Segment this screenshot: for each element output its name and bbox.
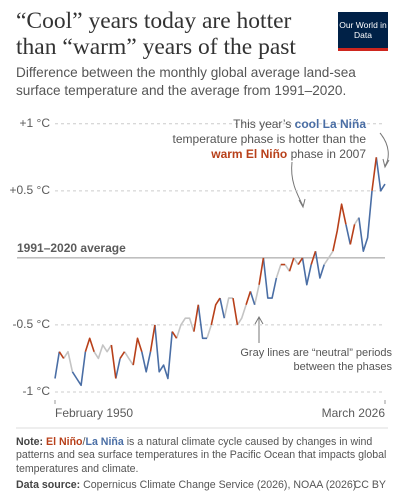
note-label: Note:	[16, 436, 44, 448]
chart-title: “Cool” years today are hotter than “warm…	[16, 8, 296, 60]
logo[interactable]: Our World in Data	[338, 12, 388, 51]
annotation-highlight: warm El Niño	[211, 147, 288, 161]
y-tick-label: -1 °C	[23, 384, 51, 398]
annotation: Gray lines are “neutral” periods between…	[240, 347, 392, 373]
note-text: is a natural climate cycle caused by cha…	[16, 436, 387, 475]
source-label: Data source:	[16, 479, 81, 491]
note-separator: /	[82, 436, 86, 448]
y-tick-label: +1 °C	[20, 116, 51, 130]
arrowhead	[254, 315, 264, 325]
annotation-text: temperature phase is hotter than the	[172, 132, 366, 146]
x-tick-label: March 2026	[322, 406, 386, 420]
source-text: Copernicus Climate Change Service (2026)…	[83, 479, 357, 491]
y-tick-label: +0.5 °C	[10, 183, 51, 197]
arrowhead	[298, 198, 306, 209]
legend-entry: El Niño	[46, 436, 83, 448]
x-tick-label: February 1950	[55, 406, 133, 420]
license[interactable]: CC BY	[353, 479, 386, 491]
arrow	[379, 132, 389, 167]
arrowhead	[382, 158, 390, 169]
annotation-text: This year’s	[233, 117, 295, 131]
series-line	[63, 217, 360, 372]
legend-entry: La Niña	[85, 436, 124, 448]
y-tick-label: 1991–2020 average	[17, 241, 126, 255]
arrow	[291, 161, 304, 207]
annotation: This year’s cool La Niña temperature pha…	[166, 117, 366, 162]
annotation-highlight: cool La Niña	[294, 117, 366, 131]
series-line	[58, 157, 378, 379]
series-line	[54, 157, 386, 387]
y-tick-label: -0.5 °C	[13, 317, 51, 331]
annotation-text: phase in 2007	[287, 147, 366, 161]
chart-subtitle: Difference between the monthly global av…	[16, 65, 356, 98]
source: Data source: Copernicus Climate Change S…	[16, 479, 356, 491]
note: Note: El Niño/La Niña is a natural clima…	[16, 436, 388, 476]
